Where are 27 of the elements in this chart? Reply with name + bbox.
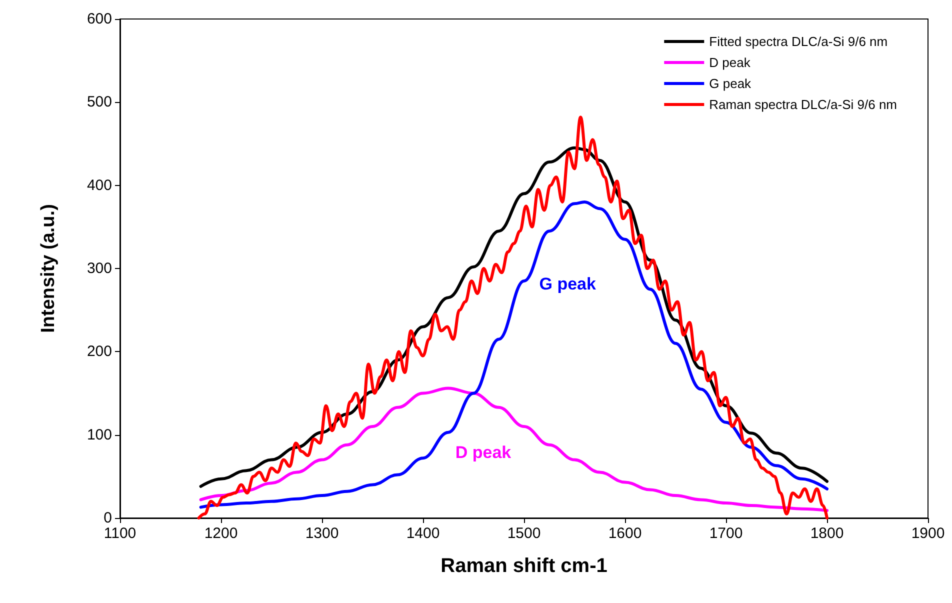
annotation: D peak — [455, 442, 512, 462]
y-tick-label: 600 — [86, 10, 112, 28]
y-tick-label: 200 — [86, 343, 112, 360]
legend-label: Fitted spectra DLC/a-Si 9/6 nm — [709, 34, 888, 49]
line-series — [199, 200, 828, 509]
x-tick-label: 1900 — [911, 525, 945, 542]
x-tick-label: 1800 — [810, 525, 844, 542]
x-tick-label: 1600 — [608, 525, 642, 542]
legend-label: G peak — [709, 76, 752, 91]
x-tick-label: 1400 — [406, 525, 440, 542]
line-series — [199, 386, 828, 512]
y-tick-label: 300 — [86, 260, 112, 277]
line-series — [197, 116, 828, 520]
y-tick-label: 0 — [104, 510, 112, 526]
legend-label: Raman spectra DLC/a-Si 9/6 nm — [709, 97, 898, 112]
y-axis-title: Intensity (a.u.) — [38, 204, 59, 333]
x-tick-label: 1300 — [305, 525, 339, 542]
x-axis-title: Raman shift cm-1 — [440, 555, 608, 577]
x-tick-label: 1500 — [507, 525, 541, 542]
y-tick-label: 400 — [86, 176, 112, 194]
x-tick-label: 1100 — [104, 525, 136, 542]
y-tick-label: 500 — [86, 94, 112, 111]
x-tick-label: 1700 — [709, 525, 743, 542]
y-tick-label: 100 — [86, 426, 112, 444]
x-tick-label: 1200 — [204, 525, 238, 542]
legend-label: D peak — [709, 55, 751, 70]
annotation: G peak — [539, 274, 596, 294]
